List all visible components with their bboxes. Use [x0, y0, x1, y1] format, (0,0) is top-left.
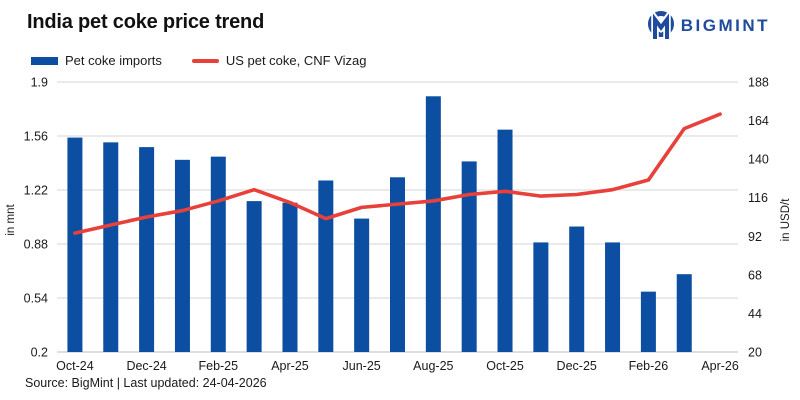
x-axis-label: Dec-24 [126, 359, 166, 373]
bar-mar-26 [676, 274, 692, 352]
x-axis-label: Apr-26 [701, 359, 739, 373]
right-axis-tick: 92 [748, 230, 762, 244]
left-axis-tick: 0.2 [31, 346, 48, 360]
x-axis-label: Oct-25 [486, 359, 524, 373]
bar-jul-25 [390, 177, 405, 352]
left-axis-tick: 1.56 [24, 130, 48, 144]
legend-label: US pet coke, CNF Vizag [225, 53, 367, 68]
left-axis-tick: 0.88 [24, 238, 48, 252]
right-axis-tick: 164 [748, 114, 769, 128]
legend-label: Pet coke imports [65, 53, 162, 68]
legend-bar-swatch [31, 56, 58, 65]
x-axis-label: Jun-25 [343, 359, 381, 373]
x-axis-label: Dec-25 [557, 359, 597, 373]
legend-item-imports: Pet coke imports [31, 53, 162, 68]
price-line [73, 112, 722, 235]
bar-feb-25 [210, 156, 226, 352]
bar-mar-25 [246, 201, 262, 352]
right-axis-tick: 140 [748, 153, 769, 167]
left-axis-tick: 1.9 [31, 76, 48, 90]
right-axis-tick: 20 [748, 346, 762, 360]
source-note: Source: BigMint | Last updated: 24-04-20… [25, 376, 267, 390]
bar-feb-26 [640, 291, 656, 352]
bar-nov-25 [533, 242, 549, 352]
bar-oct-24 [67, 137, 83, 352]
bar-dec-24 [139, 147, 155, 352]
right-axis-tick: 44 [748, 307, 762, 321]
chart-legend: Pet coke imports US pet coke, CNF Vizag [31, 53, 366, 68]
right-axis-tick: 68 [748, 268, 762, 282]
right-axis-tick: 116 [748, 191, 768, 205]
x-axis-label: Apr-25 [271, 359, 309, 373]
x-axis-label: Feb-26 [629, 359, 669, 373]
legend-line-swatch [191, 58, 219, 63]
bar-jan-26 [605, 242, 621, 352]
x-axis-label: Oct-24 [56, 359, 94, 373]
right-axis-title: in USD/t [780, 198, 792, 242]
brand-wordmark: BIGMINT [680, 16, 770, 35]
bar-may-25 [318, 180, 334, 352]
bar-nov-24 [103, 142, 119, 352]
bar-apr-25 [282, 202, 298, 352]
right-axis-tick: 188 [748, 76, 769, 90]
bar-oct-25 [497, 129, 513, 352]
bar-dec-25 [569, 226, 585, 352]
brand-logo: BIGMINT [646, 10, 770, 42]
page-title: India pet coke price trend [27, 11, 265, 33]
left-axis-tick: 0.54 [24, 292, 48, 306]
x-axis-label: Aug-25 [413, 359, 453, 373]
bar-sep-25 [461, 161, 477, 352]
left-axis-title: in mnt [5, 204, 17, 236]
legend-item-price: US pet coke, CNF Vizag [191, 53, 367, 68]
left-axis-tick: 1.22 [24, 184, 48, 198]
bar-jun-25 [354, 218, 370, 352]
bar-aug-25 [425, 96, 441, 352]
bigmint-logo-icon [647, 10, 674, 39]
bar-jan-25 [174, 159, 190, 352]
x-axis-label: Feb-25 [198, 359, 238, 373]
